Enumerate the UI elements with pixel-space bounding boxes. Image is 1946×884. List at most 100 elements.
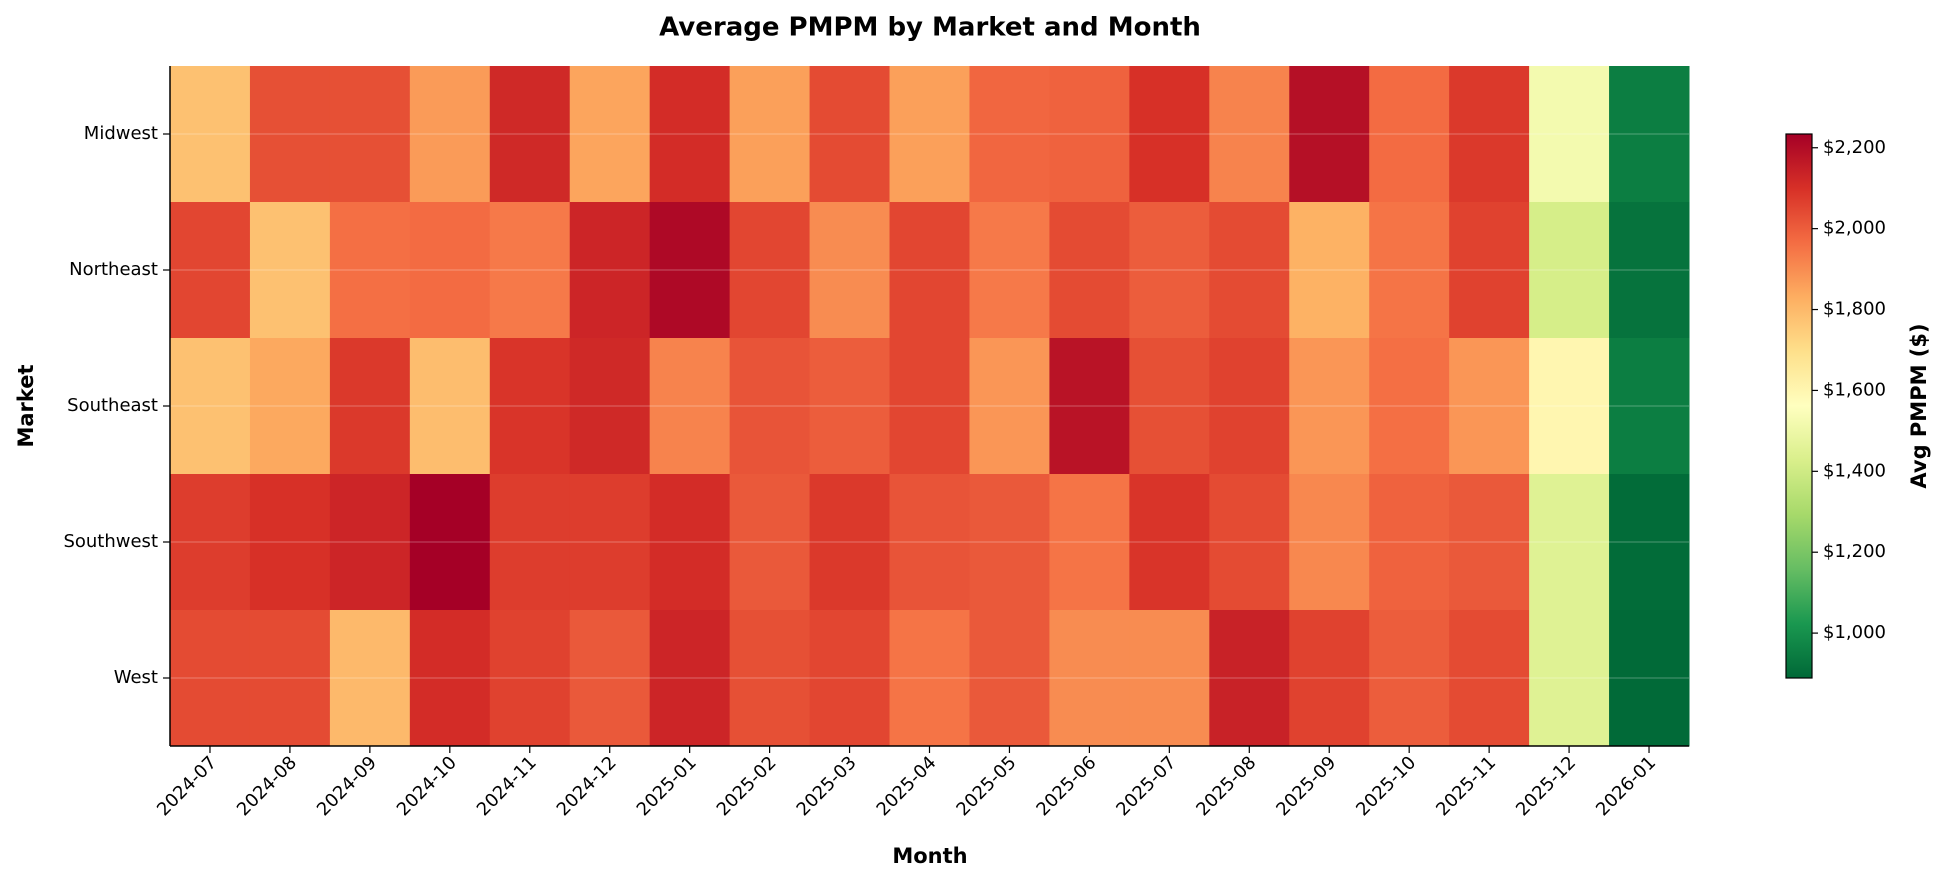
heatmap-cell — [170, 338, 251, 475]
heatmap-cell — [1369, 66, 1450, 203]
heatmap-cell — [409, 338, 491, 475]
heatmap-cell — [969, 610, 1050, 747]
heatmap-cell — [1529, 338, 1610, 475]
heatmap-cell — [1369, 338, 1450, 475]
heatmap-cell — [809, 338, 891, 475]
heatmap-cell — [1129, 610, 1210, 747]
heatmap-cell — [969, 202, 1050, 339]
heatmap-cell — [1049, 338, 1130, 475]
y-tick-label: Southeast — [67, 395, 158, 416]
heatmap-cell — [489, 338, 571, 475]
x-axis-label: Month — [892, 844, 967, 868]
heatmap-cell — [1369, 202, 1450, 339]
heatmap-cell — [1609, 66, 1690, 203]
heatmap-cell — [1049, 610, 1130, 747]
heatmap-cell — [409, 202, 491, 339]
heatmap-cell — [489, 66, 571, 203]
x-tick-label: 2025-07 — [1112, 752, 1180, 820]
heatmap-cell — [809, 66, 891, 203]
heatmap-cell — [729, 66, 811, 203]
heatmap-cell — [569, 202, 651, 339]
heatmap-cell — [729, 338, 811, 475]
x-tick-label: 2025-06 — [1032, 752, 1100, 820]
heatmap-cell — [1369, 610, 1450, 747]
heatmap-cell — [569, 610, 651, 747]
colorbar-tick-label: $1,200 — [1823, 541, 1886, 562]
heatmap-cell — [729, 474, 811, 611]
heatmap-cell — [1129, 202, 1210, 339]
heatmap-cell — [729, 610, 811, 747]
heatmap-cell — [649, 202, 731, 339]
x-tick-label: 2025-03 — [793, 752, 861, 820]
heatmap-cell — [889, 202, 970, 339]
x-tick-label: 2025-04 — [873, 752, 941, 820]
colorbar — [1785, 133, 1813, 679]
heatmap-cell — [489, 610, 571, 747]
heatmap-cell — [1529, 610, 1610, 747]
heatmap-cell — [569, 338, 651, 475]
y-tick-label: Midwest — [84, 123, 158, 144]
heatmap-cell — [409, 474, 491, 611]
y-tick-label: Southwest — [63, 531, 158, 552]
heatmap-cell — [1129, 66, 1210, 203]
x-tick-label: 2025-02 — [713, 752, 781, 820]
colorbar-tick-label: $1,000 — [1823, 622, 1886, 643]
heatmap-cell — [170, 610, 251, 747]
heatmap-cell — [649, 474, 731, 611]
heatmap-cell — [969, 66, 1050, 203]
heatmap-cell — [1049, 474, 1130, 611]
heatmap-cell — [170, 66, 251, 203]
heatmap-cell — [1209, 202, 1290, 339]
heatmap-cell — [1129, 474, 1210, 611]
colorbar-tick-label: $1,600 — [1823, 379, 1886, 400]
heatmap-cell — [649, 338, 731, 475]
heatmap-cell — [649, 610, 731, 747]
heatmap-cell — [1609, 202, 1690, 339]
heatmap-cell — [1449, 66, 1530, 203]
y-tick-label: West — [114, 667, 158, 688]
heatmap-cell — [889, 66, 970, 203]
x-tick-label: 2024-09 — [313, 752, 381, 820]
heatmap-cell — [409, 66, 491, 203]
colorbar-tick-label: $1,400 — [1823, 460, 1886, 481]
x-tick-label: 2024-08 — [233, 752, 301, 820]
heatmap-cell — [1289, 202, 1370, 339]
heatmap-cell — [969, 474, 1050, 611]
heatmap-cell — [889, 610, 970, 747]
colorbar-tick-label: $2,000 — [1823, 218, 1886, 239]
heatmap-cell — [1609, 338, 1690, 475]
heatmap-cell — [329, 474, 411, 611]
heatmap-cell — [249, 202, 331, 339]
heatmap-cell — [1289, 66, 1370, 203]
heatmap-cell — [969, 338, 1050, 475]
heatmap-cell — [809, 202, 891, 339]
x-tick-label: 2025-11 — [1432, 752, 1500, 820]
x-tick-label: 2024-12 — [553, 752, 621, 820]
heatmap-cell — [1209, 610, 1290, 747]
heatmap-cell — [170, 202, 251, 339]
heatmap-cell — [729, 202, 811, 339]
heatmap-cell — [1209, 474, 1290, 611]
heatmap-cell — [249, 474, 331, 611]
heatmap-cell — [1289, 610, 1370, 747]
heatmap-cell — [249, 610, 331, 747]
x-tick-label: 2026-01 — [1592, 752, 1660, 820]
heatmap-cell — [409, 610, 491, 747]
heatmap-cell — [170, 474, 251, 611]
x-tick-label: 2025-10 — [1352, 752, 1420, 820]
x-tick-label: 2025-12 — [1512, 752, 1580, 820]
chart-title: Average PMPM by Market and Month — [659, 13, 1201, 43]
heatmap-cell — [1529, 66, 1610, 203]
heatmap-cell — [1049, 66, 1130, 203]
colorbar-label: Avg PMPM ($) — [1907, 323, 1931, 488]
heatmap-cell — [329, 610, 411, 747]
heatmap-cell — [1609, 610, 1690, 747]
heatmap-cell — [889, 474, 970, 611]
heatmap-cell — [329, 66, 411, 203]
heatmap-cell — [809, 610, 891, 747]
colorbar-tick-label: $1,800 — [1823, 299, 1886, 320]
heatmap-cell — [1049, 202, 1130, 339]
x-tick-label: 2025-08 — [1192, 752, 1260, 820]
heatmap-cell — [1529, 202, 1610, 339]
